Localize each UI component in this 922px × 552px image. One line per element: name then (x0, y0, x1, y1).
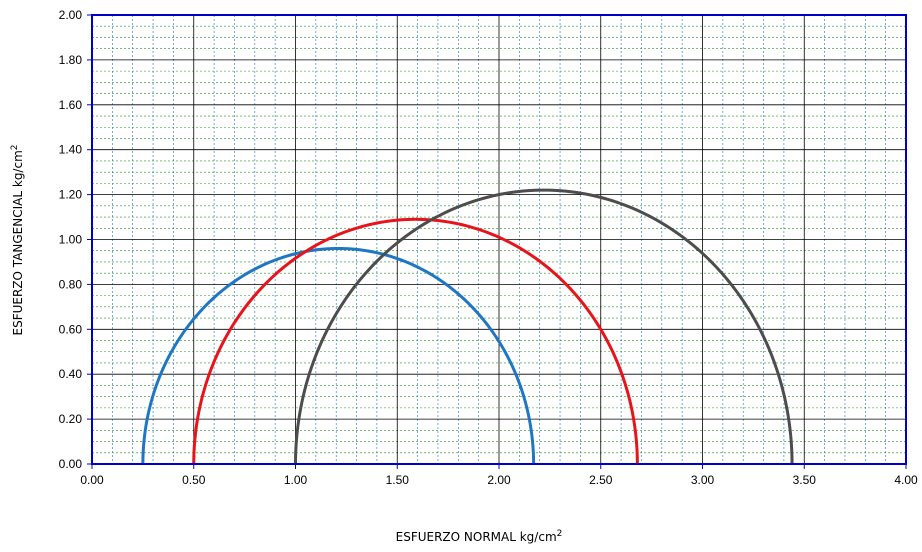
x-tick-label: 4.00 (894, 473, 918, 487)
x-tick-label: 3.00 (691, 473, 715, 487)
x-tick-label: 0.00 (80, 473, 104, 487)
y-tick-label: 0.60 (59, 322, 83, 336)
y-tick-label: 1.60 (59, 98, 83, 112)
x-tick-label: 0.50 (182, 473, 206, 487)
tick-labels: 0.00 0.50 1.00 1.50 2.00 2.50 3.00 3.50 4.00 0.00… (59, 8, 918, 487)
x-tick-label: 2.00 (487, 473, 511, 487)
x-tick-label: 3.50 (793, 473, 817, 487)
x-tick-label: 1.00 (284, 473, 308, 487)
y-tick-label: 0.40 (59, 367, 83, 381)
y-tick-label: 2.00 (59, 8, 83, 22)
mohr-circle-series (294, 188, 794, 465)
x-tick-label: 2.50 (589, 473, 613, 487)
x-axis-title: ESFUERZO NORMAL kg/cm2 (396, 529, 563, 544)
y-tick-label: 1.00 (59, 233, 83, 247)
y-tick-label: 0.20 (59, 412, 83, 426)
y-tick-label: 1.40 (59, 143, 83, 157)
mohr-circle-series (141, 246, 536, 465)
y-tick-label: 1.20 (59, 188, 83, 202)
mohr-circle-series (192, 217, 639, 465)
grid (92, 15, 906, 464)
y-axis-title: ESFUERZO TANGENCIAL kg/cm2 (10, 145, 25, 336)
x-tick-label: 1.50 (386, 473, 410, 487)
y-tick-label: 1.80 (59, 53, 83, 67)
mohr-circles (141, 188, 794, 465)
y-tick-label: 0.80 (59, 277, 83, 291)
y-tick-label: 0.00 (59, 457, 83, 471)
